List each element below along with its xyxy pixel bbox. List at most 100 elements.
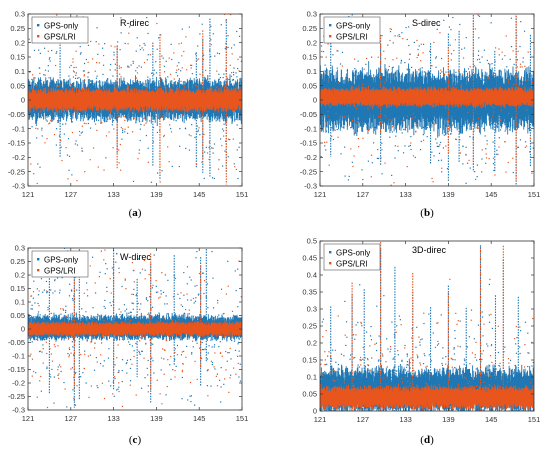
scatter-point (495, 47, 497, 49)
legend-label: GPS-only (336, 22, 370, 31)
scatter-point (512, 124, 514, 126)
scatter-point (52, 332, 55, 334)
scatter-point (34, 302, 36, 304)
scatter-point (433, 155, 435, 157)
scatter-point (408, 26, 410, 28)
scatter-point (521, 119, 523, 121)
scatter-point (368, 129, 370, 132)
scatter-point (70, 368, 72, 370)
scatter-point (196, 284, 198, 287)
scatter-point (364, 399, 366, 401)
scatter-point (82, 314, 84, 317)
scatter-point (490, 344, 493, 346)
scatter-point (482, 335, 484, 337)
scatter-point (109, 333, 111, 335)
scatter-point (41, 351, 43, 353)
scatter-point (176, 354, 179, 356)
scatter-point (423, 71, 425, 73)
scatter-point (350, 127, 352, 129)
scatter-point (408, 145, 410, 147)
scatter-point (352, 87, 355, 89)
scatter-point (57, 374, 59, 376)
scatter-point (507, 381, 509, 383)
scatter-point (145, 122, 147, 124)
scatter-point (124, 310, 126, 312)
scatter-point (188, 134, 190, 136)
scatter-point (341, 386, 343, 388)
scatter-point (361, 374, 363, 376)
scatter-point (195, 339, 198, 341)
scatter-point (402, 152, 405, 154)
scatter-point (346, 375, 348, 378)
scatter-point (147, 325, 149, 328)
scatter-point (97, 387, 99, 389)
scatter-point (358, 366, 361, 368)
scatter-point (104, 43, 106, 45)
scatter-point (36, 396, 38, 398)
scatter-point (73, 71, 76, 73)
scatter-point (458, 70, 460, 72)
scatter-point (208, 141, 211, 143)
scatter-point (61, 159, 63, 162)
scatter-point (120, 32, 122, 34)
scatter-point (326, 141, 328, 143)
scatter-point (119, 73, 121, 75)
scatter-point (80, 318, 82, 320)
scatter-point (46, 406, 49, 409)
scatter-point (127, 318, 129, 321)
scatter-point (137, 158, 139, 160)
scatter-point (362, 137, 364, 139)
scatter-point (332, 138, 335, 141)
scatter-point (123, 87, 126, 90)
scatter-point (481, 311, 483, 313)
scatter-point (527, 399, 529, 401)
scatter-point (189, 395, 191, 397)
scatter-point (111, 267, 113, 269)
scatter-point (404, 344, 406, 347)
scatter-point (49, 60, 51, 62)
scatter-point (425, 366, 427, 368)
scatter-point (33, 49, 36, 52)
scatter-point (529, 405, 531, 407)
scatter-point (89, 265, 91, 267)
scatter-point (37, 128, 39, 130)
scatter-point (347, 79, 349, 81)
scatter-point (422, 139, 425, 141)
scatter-point (73, 354, 75, 357)
scatter-point (235, 168, 237, 171)
scatter-point (228, 78, 230, 81)
scatter-point (435, 57, 437, 59)
scatter-point (30, 353, 32, 355)
scatter-point (333, 380, 335, 382)
scatter-point (115, 261, 117, 263)
scatter-point (163, 428, 164, 429)
scatter-point (391, 126, 394, 128)
scatter-point (229, 80, 231, 83)
scatter-point (118, 162, 120, 164)
scatter-point (121, 285, 123, 288)
scatter-point (124, 131, 126, 133)
scatter-point (349, 87, 351, 89)
scatter-point (236, 124, 238, 126)
scatter-point (97, 81, 99, 83)
scatter-point (360, 359, 362, 361)
scatter-point (37, 163, 39, 165)
scatter-point (133, 355, 135, 358)
y-tick-label: 0.15 (10, 284, 25, 293)
scatter-point (240, 60, 242, 62)
scatter-point (498, 364, 500, 367)
scatter-point (438, 145, 440, 147)
scatter-point (474, 356, 476, 358)
scatter-point (64, 311, 67, 314)
y-tick-label: 0.4 (307, 271, 317, 280)
scatter-point (391, 124, 393, 126)
scatter-point (109, 302, 111, 304)
x-tick-label: 145 (193, 190, 206, 199)
scatter-point (54, 290, 56, 292)
scatter-point (332, 379, 334, 381)
scatter-point (429, 50, 431, 52)
scatter-point (344, 375, 347, 377)
scatter-point (415, 382, 417, 385)
scatter-point (236, 76, 238, 78)
scatter-point (384, 395, 386, 397)
